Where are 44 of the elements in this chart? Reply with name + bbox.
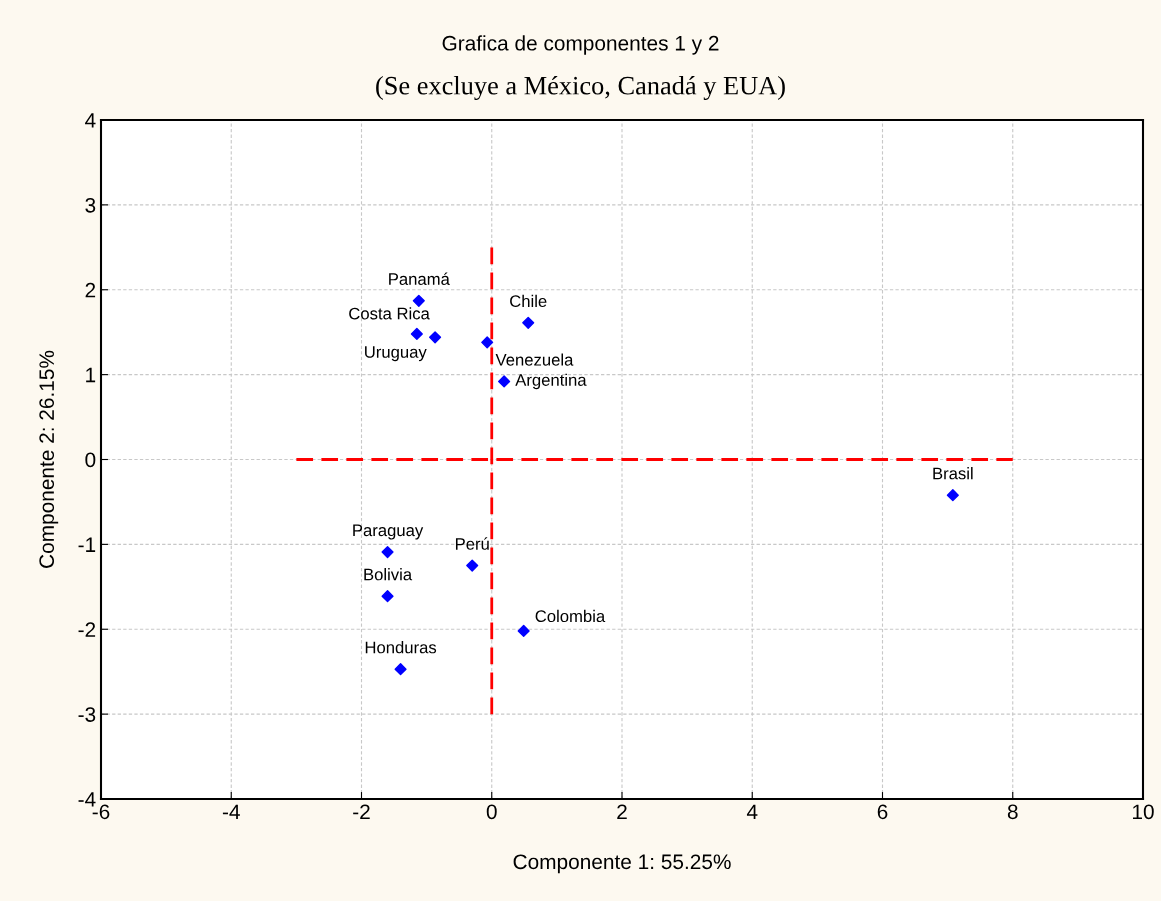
point <box>946 489 959 502</box>
point <box>498 375 511 388</box>
y-tick-label: 0 <box>85 452 96 468</box>
x-tick-label: 2 <box>617 804 627 819</box>
annotation: Venezuela <box>495 353 574 366</box>
annotation: Panamá <box>389 272 450 285</box>
x-axis-title: Componente 1: 55.25% <box>513 854 731 874</box>
point <box>394 663 407 676</box>
annotation: Costa Rica <box>349 307 430 320</box>
x-tick-label: 4 <box>746 804 758 819</box>
point <box>466 559 479 572</box>
y-tick-label: -2 <box>78 622 96 637</box>
x-tick-label: 8 <box>1007 804 1018 820</box>
annotation: Honduras <box>365 641 437 654</box>
x-tick-label: 0 <box>486 804 497 820</box>
point <box>429 331 442 344</box>
annotation: Bolivia <box>364 568 413 581</box>
point <box>522 316 535 329</box>
y-tick-label: 1 <box>86 367 96 383</box>
point <box>481 336 494 349</box>
annotation: Uruguay <box>365 346 427 362</box>
x-tick-label: 10 <box>1133 804 1154 820</box>
annotation: Colombia <box>535 609 606 623</box>
annotation: Argentina <box>515 373 587 390</box>
point <box>410 327 423 340</box>
point <box>381 545 394 559</box>
y-tick-label: 4 <box>85 113 96 128</box>
point <box>517 624 530 638</box>
y-tick-label: -3 <box>78 707 96 722</box>
x-tick-label: -2 <box>353 804 370 819</box>
annotation: Paraguay <box>353 524 424 540</box>
y-tick-label: 3 <box>85 197 96 213</box>
point <box>381 590 394 603</box>
y-tick-label: -1 <box>78 537 96 552</box>
point <box>412 294 425 307</box>
y-axis-title: Componente 2: 26.15% <box>39 350 59 568</box>
annotation: Perú <box>455 537 489 550</box>
x-tick-label: -4 <box>222 804 240 819</box>
chart-subtitle: (Se excluye a México, Canadá y EUA) <box>376 75 785 101</box>
y-tick-label: 2 <box>85 282 96 298</box>
chart-title: Grafica de componentes 1 y 2 <box>442 35 719 55</box>
annotation: Brasil <box>933 467 973 480</box>
x-tick-label: 6 <box>877 804 888 820</box>
annotation: Chile <box>510 294 547 308</box>
